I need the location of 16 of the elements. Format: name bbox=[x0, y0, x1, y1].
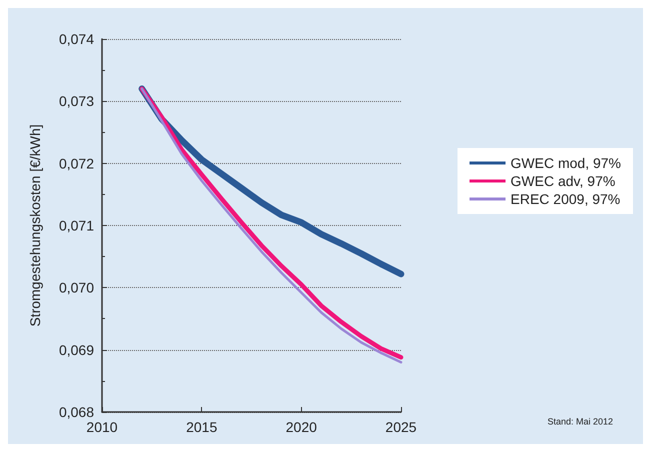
legend-label: EREC 2009, 97% bbox=[510, 191, 620, 207]
y-axis-title: Stromgestehungskosten [€/kWh] bbox=[27, 124, 43, 327]
y-tick-label: 0,070 bbox=[58, 280, 94, 296]
y-tick-label: 0,068 bbox=[58, 404, 94, 420]
y-tick-label: 0,074 bbox=[58, 31, 94, 47]
y-tick-label: 0,072 bbox=[58, 155, 94, 172]
x-tick-label: 2025 bbox=[385, 419, 417, 435]
text: Stand: Mai 2012 bbox=[547, 416, 614, 426]
x-tick-label: 2015 bbox=[186, 419, 218, 435]
x-tick-label: 2020 bbox=[286, 419, 318, 435]
legend-label: GWEC adv, 97% bbox=[510, 173, 616, 189]
y-tick-label: 0,069 bbox=[58, 342, 94, 358]
y-tick-label: 0,071 bbox=[58, 218, 94, 234]
x-tick-label: 2010 bbox=[86, 419, 118, 435]
legend-label: GWEC mod, 97% bbox=[510, 155, 622, 171]
y-tick-label: 0,073 bbox=[58, 93, 94, 110]
